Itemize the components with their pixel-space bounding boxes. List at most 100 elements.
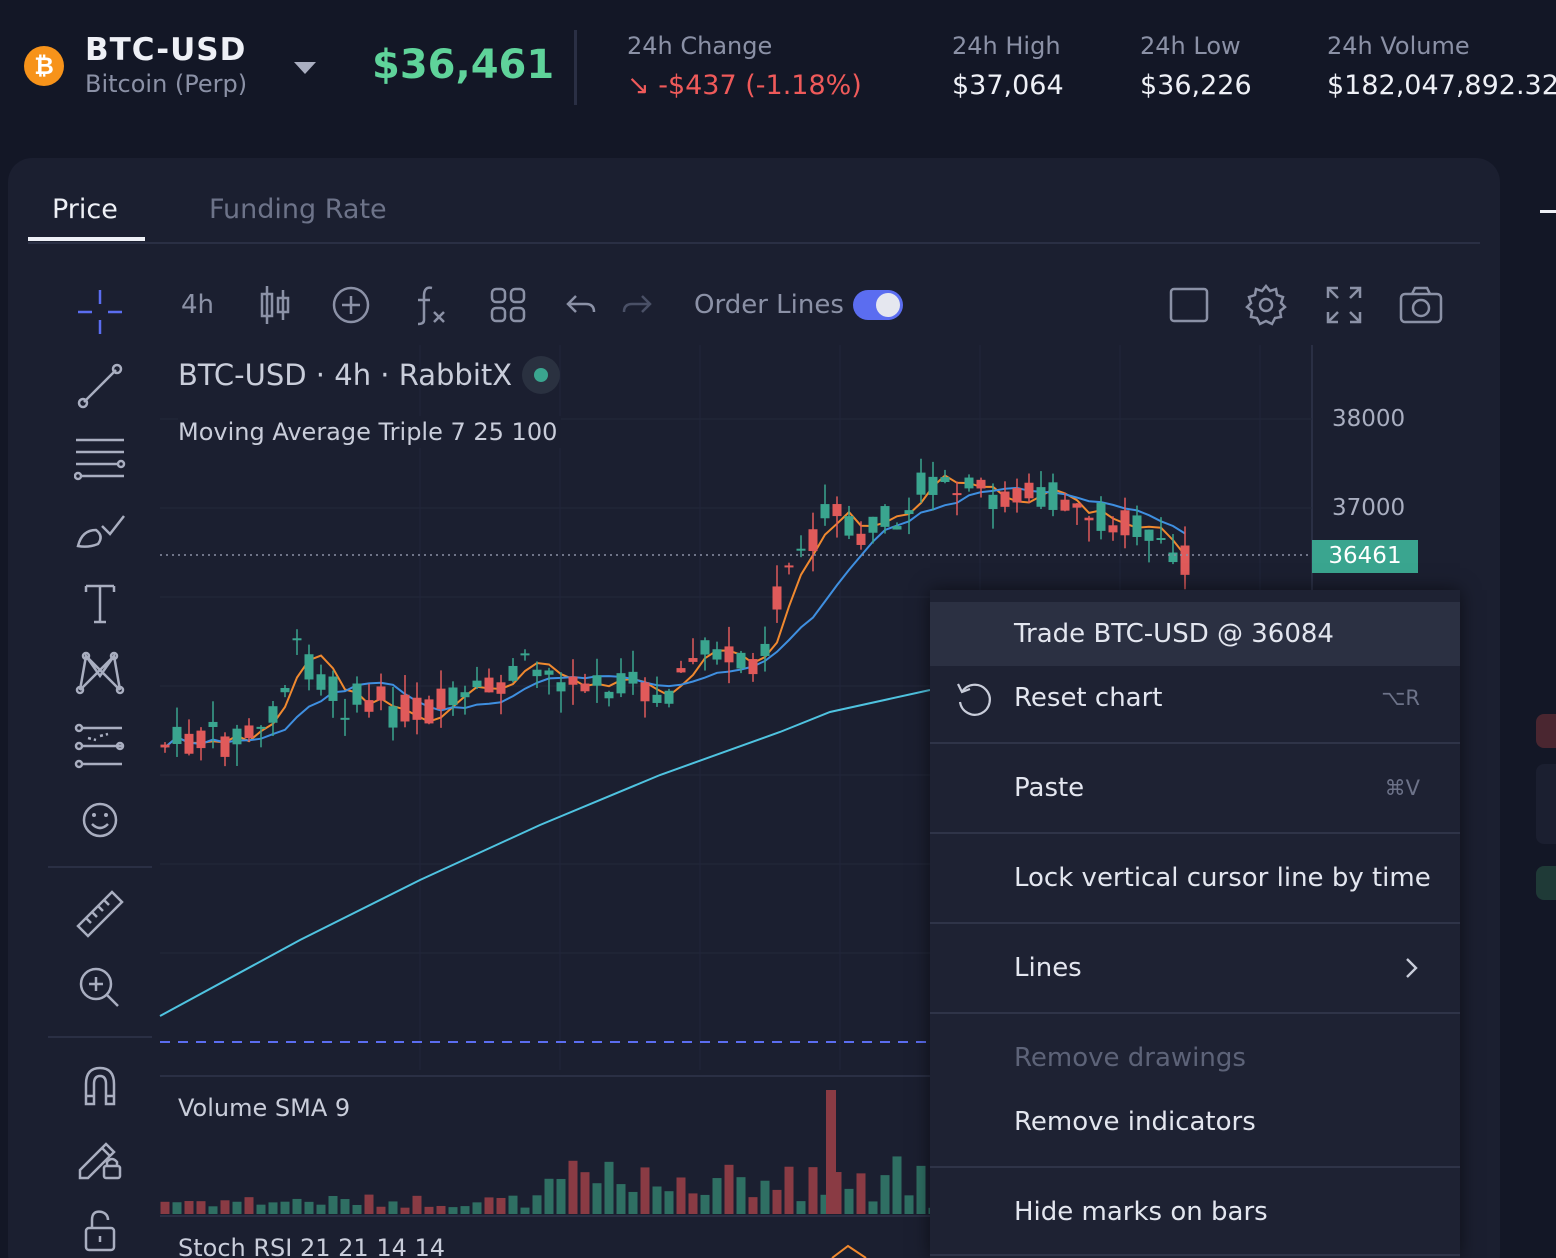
ruler-icon[interactable] xyxy=(74,888,126,940)
candle-body xyxy=(316,674,326,690)
candle-body xyxy=(232,728,242,745)
volume-indicator-label[interactable]: Volume SMA 9 xyxy=(178,1094,351,1122)
function-icon[interactable] xyxy=(410,284,448,326)
horizontal-lines-icon[interactable] xyxy=(74,432,126,484)
volume-bar xyxy=(160,1201,170,1214)
candle-body xyxy=(700,640,710,655)
unlock-icon[interactable] xyxy=(74,1204,126,1256)
volume-bar xyxy=(652,1186,662,1214)
menu-divider xyxy=(930,832,1460,834)
add-indicator-icon[interactable] xyxy=(330,284,372,326)
tab-price[interactable]: Price xyxy=(52,194,118,225)
brush-icon[interactable] xyxy=(74,506,126,558)
crosshair-icon[interactable] xyxy=(74,286,126,338)
volume-bar xyxy=(568,1160,578,1214)
fullscreen-square-icon[interactable] xyxy=(1168,284,1210,326)
market-symbol[interactable]: BTC-USD xyxy=(85,32,247,68)
gear-icon[interactable] xyxy=(1244,284,1288,326)
lock-drawings-icon[interactable] xyxy=(74,1132,126,1184)
volume-bar xyxy=(640,1167,650,1214)
menu-item-hide-marks[interactable]: Hide marks on bars xyxy=(930,1180,1460,1244)
forecast-tool-icon[interactable] xyxy=(74,720,126,772)
candle-body xyxy=(640,682,650,702)
candle xyxy=(316,664,326,696)
candle xyxy=(532,661,542,689)
volume-bar xyxy=(316,1204,326,1214)
interval-selector[interactable]: 4h xyxy=(181,290,215,320)
order-lines-toggle[interactable] xyxy=(853,290,903,320)
candle xyxy=(880,504,890,534)
volume-bar xyxy=(772,1189,782,1214)
candle xyxy=(196,727,206,761)
reset-icon xyxy=(957,683,991,716)
text-tool-icon[interactable] xyxy=(74,578,126,630)
candle-body xyxy=(484,677,494,693)
menu-item-trade[interactable]: Trade BTC-USD @ 36084 xyxy=(930,602,1460,666)
candle xyxy=(844,505,854,540)
edge-input[interactable] xyxy=(1536,764,1556,844)
candle-body xyxy=(676,668,686,673)
volume-bar xyxy=(820,1194,830,1214)
candle-body xyxy=(724,646,734,663)
candle xyxy=(244,718,254,742)
candle-body xyxy=(868,516,878,533)
menu-item-reset-chart[interactable]: Reset chart ⌥R xyxy=(930,666,1460,730)
edge-buy-button[interactable] xyxy=(1536,866,1556,900)
volume-bar xyxy=(460,1206,470,1214)
market-name[interactable]: Bitcoin (Perp) xyxy=(85,70,248,98)
candle-body xyxy=(580,683,590,692)
redo-icon[interactable] xyxy=(620,284,654,326)
menu-item-lock-cursor[interactable]: Lock vertical cursor line by time xyxy=(930,846,1460,910)
candle-body xyxy=(1108,525,1118,533)
candle xyxy=(352,676,362,713)
volume-bar xyxy=(268,1202,278,1214)
volume-bar xyxy=(880,1175,890,1214)
volume-bar xyxy=(292,1198,302,1214)
candle xyxy=(568,659,578,705)
menu-item-paste[interactable]: Paste ⌘V xyxy=(930,756,1460,820)
chevron-down-icon[interactable] xyxy=(292,58,318,78)
trend-line-icon[interactable] xyxy=(74,360,126,412)
candle-body xyxy=(1072,503,1082,508)
layout-grid-icon[interactable] xyxy=(488,284,528,326)
candle-body xyxy=(616,673,626,694)
menu-item-label: Remove indicators xyxy=(1014,1107,1256,1137)
candle xyxy=(220,732,230,767)
volume-bar xyxy=(664,1191,674,1214)
camera-icon[interactable] xyxy=(1398,284,1444,326)
emoji-icon[interactable] xyxy=(74,794,126,846)
bitcoin-icon: ₿ xyxy=(24,46,64,86)
candle-type-icon[interactable] xyxy=(258,284,292,326)
edge-sell-button[interactable] xyxy=(1536,714,1556,748)
candle xyxy=(520,649,530,661)
menu-item-remove-indicators[interactable]: Remove indicators xyxy=(930,1090,1460,1154)
candle xyxy=(892,522,902,530)
expand-icon[interactable] xyxy=(1324,284,1364,326)
tab-funding-rate[interactable]: Funding Rate xyxy=(209,194,387,225)
volume-bar xyxy=(172,1202,182,1214)
candle-body xyxy=(592,675,602,686)
undo-icon[interactable] xyxy=(564,284,598,326)
volume-bar xyxy=(844,1188,854,1214)
ma-indicator-label[interactable]: Moving Average Triple 7 25 100 xyxy=(178,416,562,448)
menu-item-lines[interactable]: Lines xyxy=(930,936,1460,1000)
pattern-tool-icon[interactable] xyxy=(74,648,126,700)
stat-value: $182,047,892.32 xyxy=(1327,70,1556,101)
volume-bar xyxy=(856,1173,866,1214)
candle xyxy=(400,675,410,728)
candle-body xyxy=(328,676,338,701)
candle-body xyxy=(784,565,794,568)
menu-item-label: Reset chart xyxy=(1014,683,1163,713)
candle xyxy=(1048,473,1058,517)
candle xyxy=(640,677,650,718)
live-status-badge xyxy=(522,356,560,394)
rsi-indicator-label[interactable]: Stoch RSI 21 21 14 14 xyxy=(178,1234,446,1258)
zoom-in-icon[interactable] xyxy=(74,960,126,1012)
volume-bar xyxy=(352,1204,362,1214)
last-price-tag: 36461 xyxy=(1312,540,1418,573)
candle-body xyxy=(820,504,830,519)
volume-bar xyxy=(688,1193,698,1214)
magnet-icon[interactable] xyxy=(74,1060,126,1112)
stat-value: $37,064 xyxy=(952,70,1064,101)
stat-label: 24h Volume xyxy=(1327,32,1470,60)
